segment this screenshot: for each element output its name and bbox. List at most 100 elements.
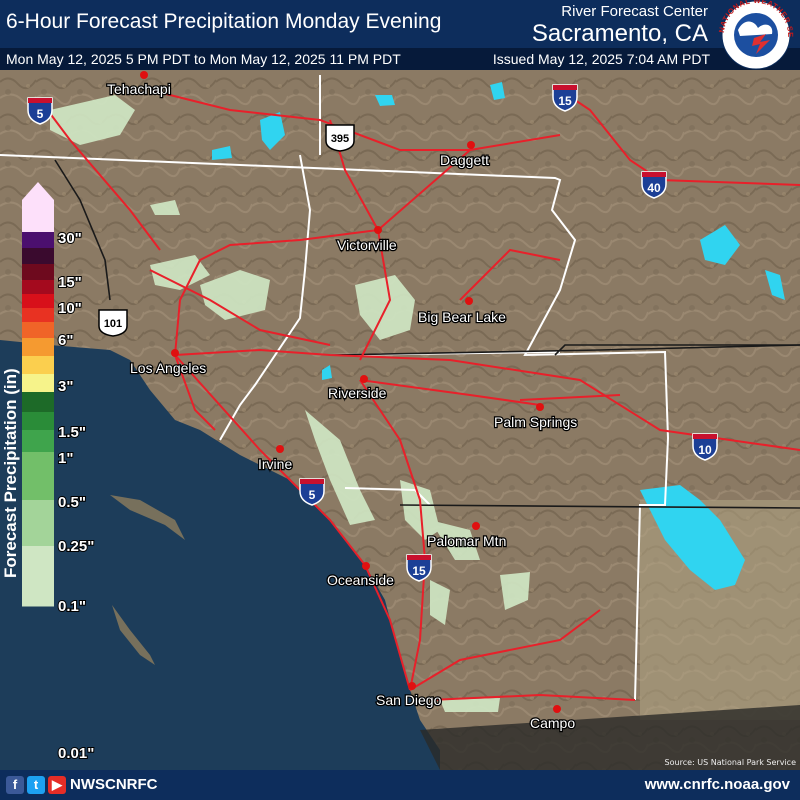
social-handle[interactable]: NWSCNRFC [70,776,158,793]
city-label-los-angeles: Los Angeles [130,360,206,376]
legend-band [22,356,54,375]
city-dot-irvine [276,445,284,453]
legend-band [22,322,54,339]
legend-band [22,374,54,393]
website-link[interactable]: www.cnrfc.noaa.gov [644,776,790,793]
legend-band [22,430,54,453]
legend-tick-label: 3" [58,378,73,395]
interstate-shield: 5 [27,97,53,125]
interstate-shield: 10 [692,433,718,461]
city-label-irvine: Irvine [258,456,292,472]
footer-bar: f t ▶ NWSCNRFC www.cnrfc.noaa.gov [0,770,800,800]
rfc-label: River Forecast Center [561,3,708,20]
interstate-shield: 40 [641,171,667,199]
san-clemente-island [112,605,155,665]
city-dot-palomar-mtn [472,522,480,530]
city-label-victorville: Victorville [337,237,397,253]
city-dot-campo [553,705,561,713]
youtube-icon[interactable]: ▶ [48,776,66,794]
city-label-san-diego: San Diego [376,692,442,708]
legend-band [22,500,54,547]
us-route-shield: 395 [325,124,355,152]
legend-tick-label: 0.5" [58,494,86,511]
county-boundaries [0,75,670,701]
city-dot-riverside [360,375,368,383]
legend-band [22,412,54,431]
city-label-big-bear-lake: Big Bear Lake [418,309,506,325]
legend-tick-label: 0.1" [58,598,86,615]
legend-band [22,338,54,357]
city-label-palm-springs: Palm Springs [494,414,577,430]
city-label-campo: Campo [530,715,575,731]
legend-tick-label: 30" [58,230,82,247]
legend-tick-label: 0.01" [58,745,94,762]
legend-band [22,280,54,295]
city-label-tehachapi: Tehachapi [107,81,171,97]
legend-title: Forecast Precipitation (in) [1,368,20,578]
city-dot-daggett [467,141,475,149]
interstate-shield: 15 [552,84,578,112]
svg-text:15: 15 [558,94,572,108]
city-label-daggett: Daggett [440,152,489,168]
interstate-shield: 15 [406,554,432,582]
mexico-area [420,705,800,770]
legend-ticks: 30" 15" 10" 6" 3" 1.5" 1" 0.5" 0.25" 0.1" 0.01" [57,229,95,763]
legend-band [22,392,54,413]
us-route-shield: 101 [98,309,128,337]
nws-logo[interactable]: NATIONAL WEATHER SERVICE [714,0,798,70]
city-dot-los-angeles [171,349,179,357]
city-dot-oceanside [362,562,370,570]
forecast-boundary [54,159,800,509]
svg-text:15: 15 [412,564,426,578]
legend-band [22,200,54,233]
header-bar: 6-Hour Forecast Precipitation Monday Eve… [0,0,800,48]
legend-tick-label: 15" [58,274,82,291]
catalina-island [110,495,185,540]
svg-text:395: 395 [331,133,349,145]
svg-text:5: 5 [309,488,316,502]
map-credit: Source: US National Park Service [664,758,796,767]
issued-time: Issued May 12, 2025 7:04 AM PDT [492,51,710,67]
legend-band [22,294,54,309]
highways [39,89,800,701]
city-dot-big-bear-lake [465,297,473,305]
legend-color-bar [22,200,54,607]
twitter-icon[interactable]: t [27,776,45,794]
city-label-oceanside: Oceanside [327,572,394,588]
valid-time: Mon May 12, 2025 5 PM PDT to Mon May 12,… [6,51,401,67]
ocean-area [0,340,440,770]
city-dot-san-diego [408,682,416,690]
legend-band [22,546,54,607]
legend-tick-label: 10" [58,300,82,317]
map-title: 6-Hour Forecast Precipitation Monday Eve… [6,10,442,33]
legend-band [22,248,54,265]
city-markers: Tehachapi Daggett Victorville Big Bear L… [106,71,579,732]
svg-text:101: 101 [104,318,122,330]
map-canvas: Tehachapi Daggett Victorville Big Bear L… [0,70,800,770]
rfc-city: Sacramento, CA [531,20,708,47]
legend-band [22,308,54,323]
facebook-icon[interactable]: f [6,776,24,794]
city-dot-palm-springs [536,403,544,411]
city-dot-tehachapi [140,71,148,79]
legend-tick-label: 6" [58,332,73,349]
precip-legend: 30" 15" 10" 6" 3" 1.5" 1" 0.5" 0.25" 0.1" 0.01" Fo… [1,182,95,763]
city-dot-victorville [374,226,382,234]
social-links: f t ▶ [6,776,66,794]
legend-arrow [22,182,54,200]
legend-band [22,452,54,501]
legend-tick-label: 0.25" [58,538,94,555]
svg-text:10: 10 [698,443,712,457]
city-label-riverside: Riverside [328,385,387,401]
route-shields: 5 15 40 10 5 [27,84,718,582]
svg-text:5: 5 [37,107,44,121]
svg-text:40: 40 [647,181,661,195]
time-bar: Mon May 12, 2025 5 PM PDT to Mon May 12,… [0,48,800,70]
legend-band [22,264,54,281]
legend-tick-label: 1" [58,450,73,467]
interstate-shield: 5 [299,478,325,506]
legend-band [22,232,54,249]
lakes [212,82,785,590]
legend-tick-label: 1.5" [58,424,86,441]
